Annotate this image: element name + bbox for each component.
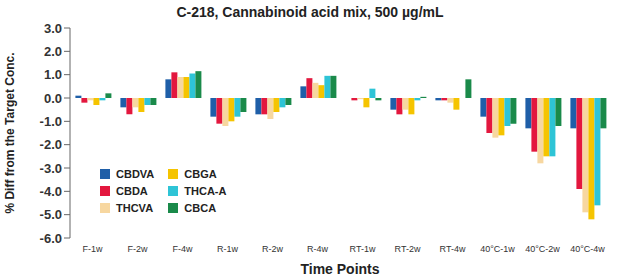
html-text:CBDVA: CBDVA bbox=[116, 168, 155, 180]
svg-text:F-4w: F-4w bbox=[173, 244, 194, 254]
html-text:C-218, Cannabinoid acid mix, 5: C-218, Cannabinoid acid mix, 500 µg/mL bbox=[176, 4, 444, 20]
svg-text:R-4w: R-4w bbox=[307, 244, 329, 254]
html-text:CBCA: CBCA bbox=[184, 202, 217, 214]
svg-text:-1.0: -1.0 bbox=[40, 114, 62, 129]
svg-text:R-1w: R-1w bbox=[217, 244, 239, 254]
svg-text:40°C-4w: 40°C-4w bbox=[570, 244, 605, 254]
svg-text:% Diff from the Target Conc.: % Diff from the Target Conc. bbox=[8, 52, 17, 213]
svg-text:RT-1w: RT-1w bbox=[350, 244, 376, 254]
svg-text:Time Points: Time Points bbox=[300, 261, 379, 277]
svg-text:0.0: 0.0 bbox=[44, 91, 62, 106]
svg-text:40°C-1w: 40°C-1w bbox=[480, 244, 515, 254]
svg-text:2.0: 2.0 bbox=[44, 44, 62, 59]
svg-text:R-2w: R-2w bbox=[262, 244, 284, 254]
svg-text:-5.0: -5.0 bbox=[40, 207, 62, 222]
svg-text:3.0: 3.0 bbox=[44, 21, 62, 36]
svg-text:-3.0: -3.0 bbox=[40, 161, 62, 176]
svg-text:RT-4w: RT-4w bbox=[440, 244, 466, 254]
html-text:CBDA: CBDA bbox=[116, 185, 148, 197]
html-text:THCA-A: THCA-A bbox=[184, 185, 227, 197]
svg-text:F-1w: F-1w bbox=[83, 244, 104, 254]
svg-text:-4.0: -4.0 bbox=[40, 184, 62, 199]
svg-text:F-2w: F-2w bbox=[128, 244, 149, 254]
svg-text:-2.0: -2.0 bbox=[40, 137, 62, 152]
html-text:CBGA: CBGA bbox=[184, 168, 217, 180]
svg-text:-6.0: -6.0 bbox=[40, 231, 62, 246]
html-text:THCVA: THCVA bbox=[116, 202, 154, 214]
svg-text:40°C-2w: 40°C-2w bbox=[525, 244, 560, 254]
svg-text:1.0: 1.0 bbox=[44, 67, 62, 82]
svg-text:RT-2w: RT-2w bbox=[395, 244, 421, 254]
